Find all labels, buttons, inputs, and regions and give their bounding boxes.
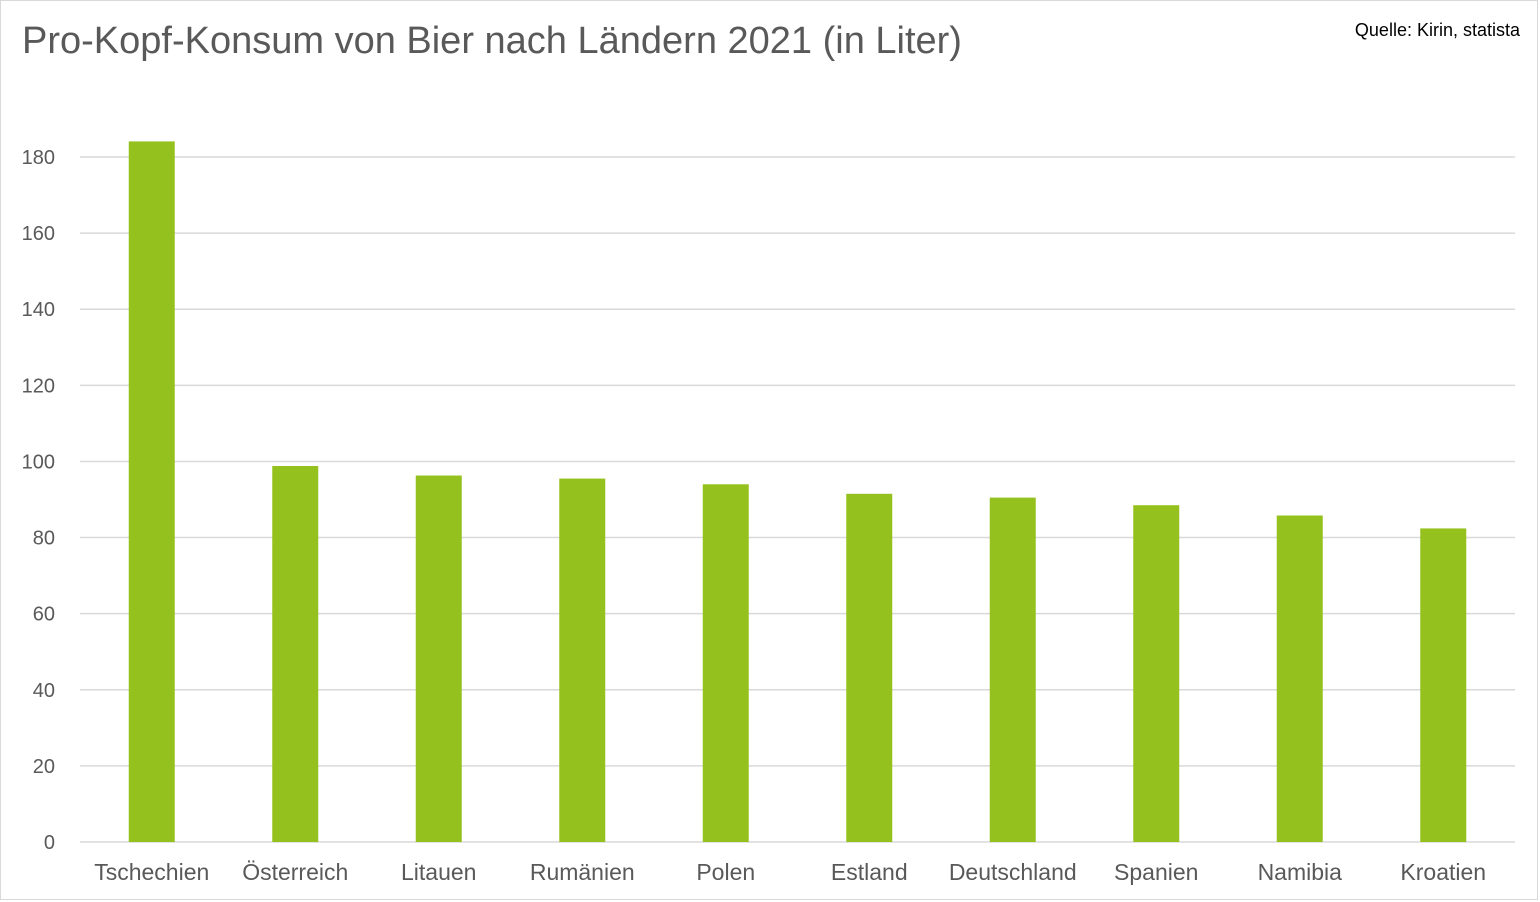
x-tick-label: Kroatien [1400,859,1486,885]
y-tick-label: 100 [22,451,55,473]
x-tick-label: Spanien [1114,859,1198,885]
y-tick-label: 120 [22,375,55,397]
source-note: Quelle: Kirin, statista [1354,20,1520,40]
chart-title: Pro-Kopf-Konsum von Bier nach Ländern 20… [22,20,962,62]
x-tick-label: Rumänien [530,859,635,885]
x-tick-label: Tschechien [94,859,209,885]
gridlines [80,156,1515,843]
bar-österreich [272,466,319,842]
bar-tschechien [128,141,175,842]
y-axis: 0 20 40 60 80 100 120 140 160 180 [22,147,55,854]
y-tick-label: 80 [33,528,55,550]
x-tick-label: Deutschland [949,859,1077,885]
bar-kroatien [1420,528,1467,842]
x-tick-label: Estland [831,859,908,885]
x-tick-label: Namibia [1258,859,1343,885]
y-tick-label: 140 [22,299,55,321]
x-tick-label: Polen [696,859,755,885]
y-tick-label: 20 [33,756,55,778]
y-tick-label: 40 [33,680,55,702]
bar-spanien [1133,505,1180,842]
bar-namibia [1276,515,1323,842]
x-tick-label: Litauen [401,859,476,885]
bar-rumänien [559,478,606,842]
bars [128,141,1467,842]
y-tick-label: 0 [44,832,55,854]
bar-polen [702,484,749,842]
y-tick-label: 180 [22,147,55,169]
y-tick-label: 60 [33,604,55,626]
x-tick-label: Österreich [242,859,348,885]
bar-deutschland [989,497,1036,842]
y-tick-label: 160 [22,223,55,245]
bar-litauen [415,475,462,842]
bar-estland [846,493,893,842]
x-axis: Tschechien Österreich Litauen Rumänien Polen… [94,859,1486,885]
